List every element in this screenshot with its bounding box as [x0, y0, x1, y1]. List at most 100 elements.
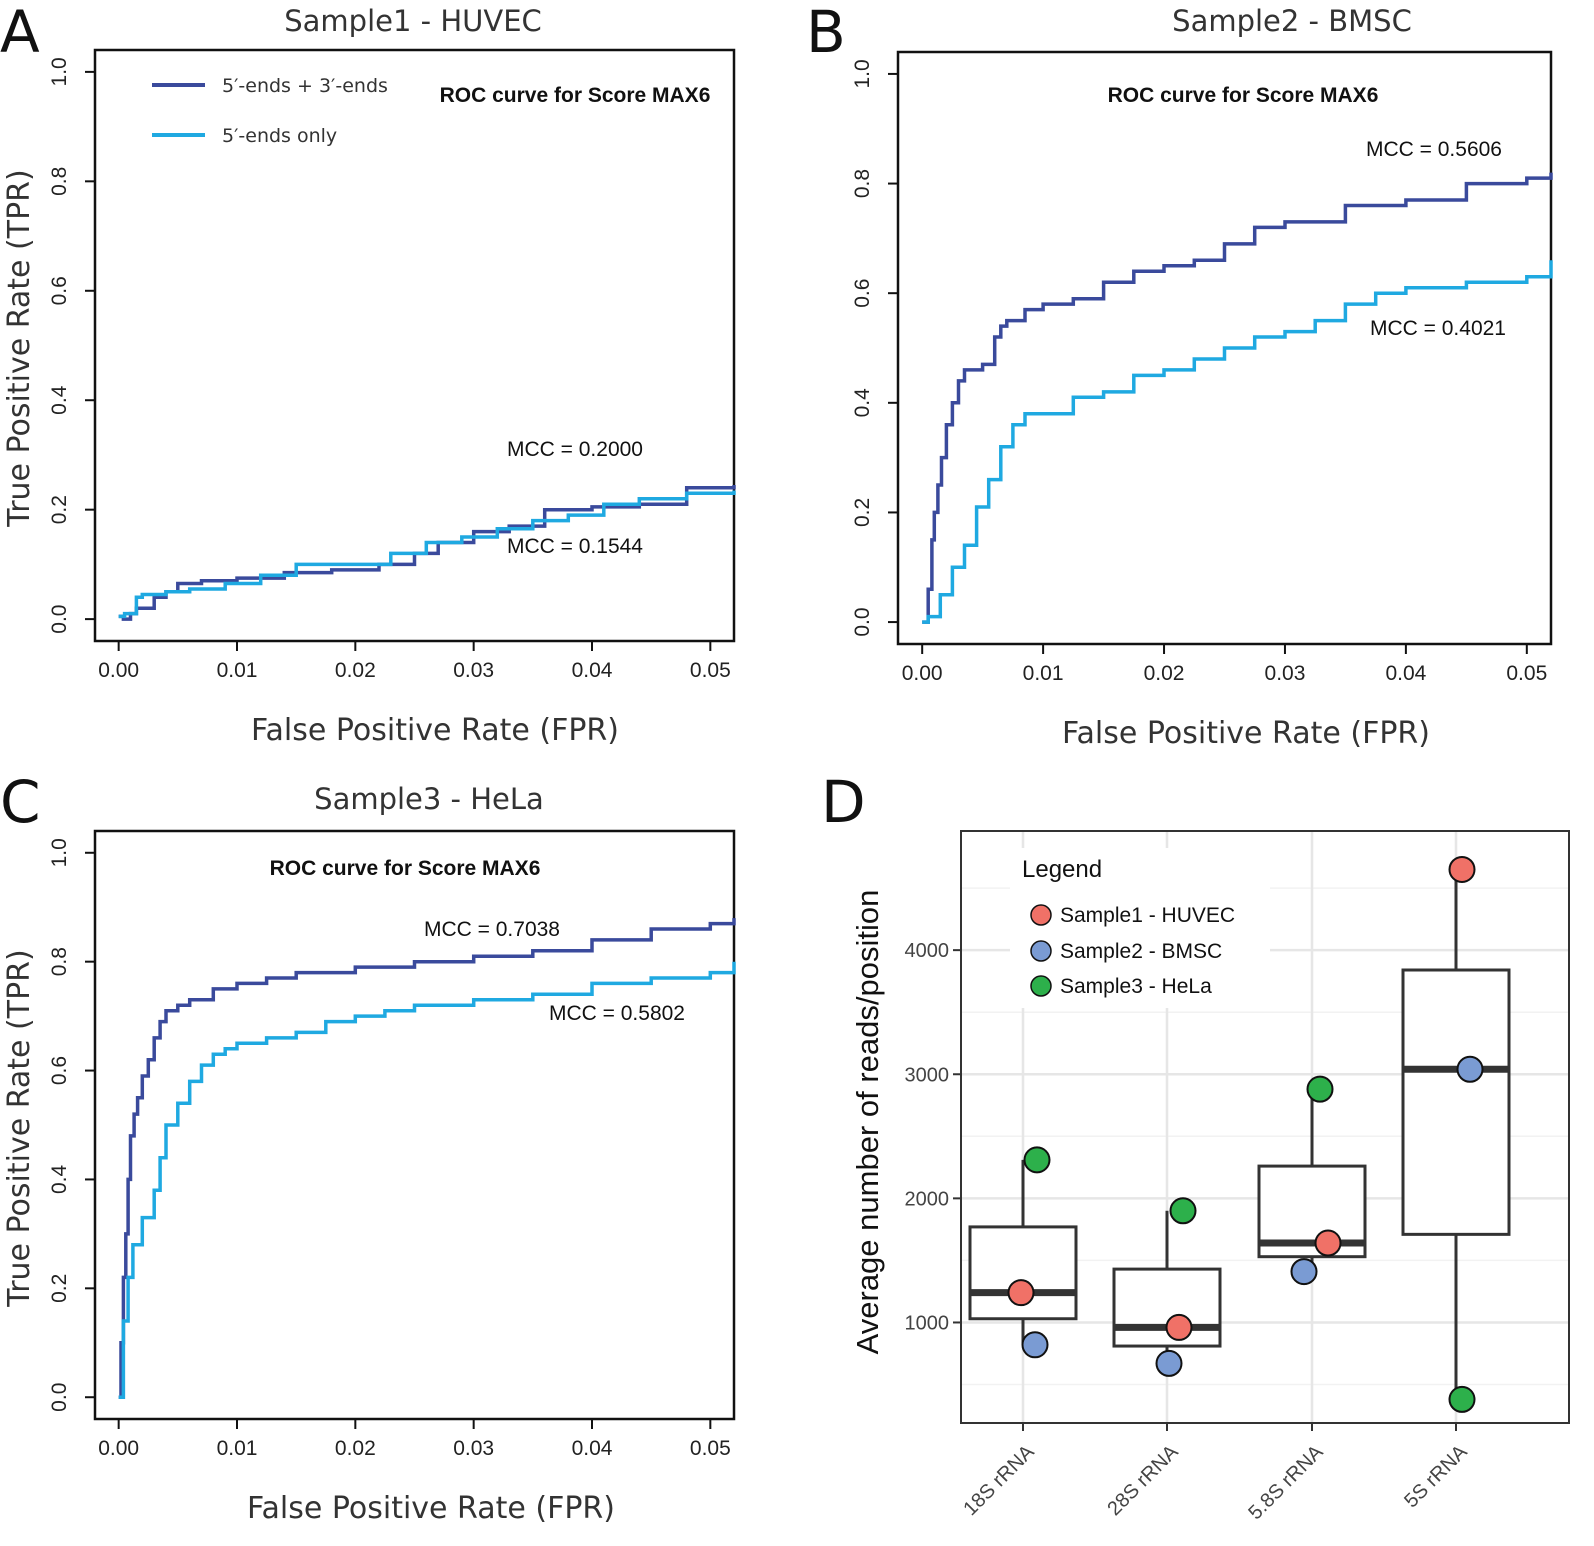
data-point-s3 — [1306, 1075, 1334, 1103]
panel-a-y-tick-label: 0.4 — [48, 385, 71, 415]
panel-d-x-tick-label: 28S rRNA — [1103, 1441, 1183, 1521]
panel-c-y-label: True Positive Rate (TPR) — [2, 949, 37, 1307]
panel-c-x-tick-label: 0.02 — [335, 1437, 376, 1460]
panel-c-x-tick-label: 0.04 — [572, 1437, 613, 1460]
panel-b-y-tick-label: 0.6 — [851, 279, 874, 308]
panel-a-subtitle: ROC curve for Score MAX6 — [440, 84, 711, 107]
panel-d-y-tick-label: 2000 — [905, 1188, 950, 1210]
panel-b-x-tick-label: 0.05 — [1506, 662, 1547, 685]
panel-c: C Sample3 - HeLa ROC curve for Score MAX… — [0, 768, 736, 1526]
data-point-s2 — [1021, 1331, 1049, 1359]
panel-d-y-tick-label: 1000 — [905, 1312, 950, 1334]
panel-letter-c: C — [0, 768, 41, 836]
panel-b-curve-five-only — [922, 260, 1553, 624]
panel-a-x-tick-label: 0.05 — [690, 659, 731, 682]
panel-a-y-tick-label: 0.0 — [48, 605, 71, 634]
data-point-s1 — [1007, 1279, 1035, 1307]
panel-c-x-tick-label: 0.00 — [98, 1437, 139, 1460]
panel-letter-a: A — [0, 0, 40, 66]
panel-c-mcc-combined: MCC = 0.7038 — [424, 918, 560, 941]
legend-label-combined: 5′-ends + 3′-ends — [222, 75, 388, 97]
data-point-s2 — [1155, 1349, 1183, 1377]
panel-b-x-tick-label: 0.00 — [902, 662, 943, 685]
legend-label-sample2: Sample2 - BMSC — [1060, 940, 1222, 963]
panel-a-x-tick-label: 0.01 — [217, 659, 258, 682]
panel-b-x-tick-label: 0.02 — [1144, 662, 1185, 685]
panel-c-x-tick-label: 0.01 — [217, 1437, 258, 1460]
panel-a-x-tick-label: 0.03 — [453, 659, 494, 682]
panel-a: A Sample1 - HUVEC ROC curve for Score MA… — [0, 0, 736, 748]
data-point-s1 — [1314, 1229, 1342, 1257]
panel-b: B Sample2 - BMSC ROC curve for Score MAX… — [806, 0, 1553, 751]
panel-d-x-tick-label: 5S rRNA — [1400, 1441, 1472, 1513]
panel-a-y-tick-label: 0.2 — [48, 495, 71, 524]
panel-c-subtitle: ROC curve for Score MAX6 — [270, 857, 541, 880]
panel-c-plot-frame — [93, 829, 736, 1421]
panel-a-legend: 5′-ends + 3′-ends 5′-ends only — [152, 75, 388, 147]
panel-a-y-tick-label: 1.0 — [48, 57, 71, 86]
data-point-s3 — [1169, 1197, 1197, 1225]
panel-c-x-tick-label: 0.03 — [453, 1437, 494, 1460]
panel-a-x-tick-label: 0.02 — [335, 659, 376, 682]
panel-a-curve-five-only — [118, 490, 736, 619]
panel-c-y-tick-label: 0.2 — [48, 1274, 71, 1303]
panel-c-mcc-five-only: MCC = 0.5802 — [549, 1002, 685, 1025]
panel-c-y-tick-label: 1.0 — [48, 838, 71, 867]
panel-b-subtitle: ROC curve for Score MAX6 — [1108, 84, 1379, 107]
data-point-s2 — [1290, 1258, 1318, 1286]
panel-b-y-tick-label: 0.0 — [851, 607, 874, 636]
panel-d-legend-bg — [1010, 848, 1270, 1008]
panel-a-curve-combined — [118, 485, 736, 621]
panel-a-y-tick-label: 0.6 — [48, 276, 71, 305]
panel-b-x-tick-label: 0.04 — [1385, 662, 1426, 685]
panel-b-y-tick-label: 0.4 — [851, 388, 874, 418]
panel-b-x-tick-label: 0.01 — [1023, 662, 1064, 685]
panel-c-title: Sample3 - HeLa — [314, 782, 544, 816]
panel-b-title: Sample2 - BMSC — [1172, 4, 1412, 38]
panel-b-mcc-five-only: MCC = 0.4021 — [1370, 317, 1506, 340]
panel-a-y-label: True Positive Rate (TPR) — [2, 169, 37, 527]
data-point-s3 — [1023, 1146, 1051, 1174]
panel-c-y-tick-label: 0.0 — [48, 1383, 71, 1412]
panel-a-y-tick-label: 0.8 — [48, 167, 71, 196]
panel-c-y-tick-label: 0.6 — [48, 1056, 71, 1085]
panel-b-curve-combined — [922, 172, 1553, 624]
panel-c-x-label: False Positive Rate (FPR) — [247, 1491, 615, 1526]
panel-d-x-tick-label: 5.8S rRNA — [1244, 1441, 1328, 1525]
panel-d: D Average number of reads/position Legen… — [821, 768, 1570, 1525]
panel-c-y-tick-label: 0.4 — [48, 1165, 71, 1195]
panel-c-y-tick-label: 0.8 — [48, 947, 71, 976]
panel-c-x-tick-label: 0.05 — [690, 1437, 731, 1460]
panel-a-mcc-five-only: MCC = 0.1544 — [507, 535, 643, 558]
legend-label-sample1: Sample1 - HUVEC — [1060, 904, 1235, 927]
panel-d-legend-title: Legend — [1022, 856, 1102, 883]
panel-b-x-tick-label: 0.03 — [1265, 662, 1306, 685]
panel-d-legend: Legend Sample1 - HUVEC Sample2 - BMSC Sa… — [1010, 848, 1270, 1008]
panel-b-y-tick-label: 1.0 — [851, 59, 874, 88]
data-point-s3 — [1448, 1385, 1476, 1413]
box-iqr — [1401, 968, 1511, 1236]
panel-d-plot-frame — [960, 830, 1570, 1424]
panel-b-plot-frame — [896, 50, 1553, 646]
data-point-s1 — [1165, 1313, 1193, 1341]
panel-b-x-label: False Positive Rate (FPR) — [1062, 716, 1430, 751]
data-point-s1 — [1448, 855, 1476, 883]
box-iqr — [1112, 1267, 1222, 1348]
panel-a-title: Sample1 - HUVEC — [284, 4, 542, 38]
panel-b-y-tick-label: 0.2 — [851, 498, 874, 527]
panel-a-x-tick-label: 0.04 — [572, 659, 613, 682]
data-point-s2 — [1456, 1055, 1484, 1083]
legend-dot-sample2 — [1030, 940, 1052, 962]
legend-dot-sample3 — [1030, 975, 1052, 997]
panel-a-x-tick-label: 0.00 — [98, 659, 139, 682]
panel-a-mcc-combined: MCC = 0.2000 — [507, 438, 643, 461]
panel-a-plot-frame — [93, 48, 736, 643]
legend-label-sample3: Sample3 - HeLa — [1060, 975, 1212, 998]
panel-a-x-label: False Positive Rate (FPR) — [251, 713, 619, 748]
panel-c-curve-five-only — [118, 961, 736, 1399]
panel-d-y-tick-label: 3000 — [905, 1064, 950, 1086]
panel-d-y-tick-label: 4000 — [905, 940, 950, 962]
panel-d-y-label: Average number of reads/position — [850, 890, 885, 1355]
panel-b-mcc-combined: MCC = 0.5606 — [1366, 138, 1502, 161]
